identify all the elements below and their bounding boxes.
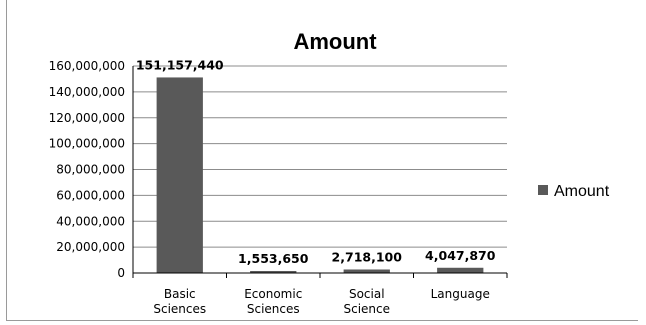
data-label: 151,157,440 <box>136 57 224 72</box>
bar <box>250 270 297 273</box>
y-tick-label: 140,000,000 <box>49 85 125 99</box>
category-label: Basic Sciences <box>153 287 206 316</box>
category-label: Language <box>431 287 490 301</box>
y-tick-label: 120,000,000 <box>49 111 125 125</box>
y-tick-label: 100,000,000 <box>49 137 125 151</box>
y-tick-label: 20,000,000 <box>56 240 125 254</box>
category-label: Social Science <box>343 287 390 316</box>
y-tick-label: 60,000,000 <box>56 188 125 202</box>
bar <box>156 77 203 273</box>
category-label: Economic Sciences <box>244 287 302 316</box>
bar <box>343 269 390 273</box>
bar <box>437 267 484 273</box>
data-label: 2,718,100 <box>332 249 403 264</box>
y-axis: 0 20,000,000 40,000,000 60,000,000 80,000,00… <box>49 59 134 280</box>
y-tick-label: 80,000,000 <box>56 163 125 177</box>
y-tick-label: 40,000,000 <box>56 214 125 228</box>
y-tick-label: 0 <box>117 266 125 280</box>
data-label: 4,047,870 <box>425 248 496 263</box>
y-tick-label: 160,000,000 <box>49 59 125 73</box>
legend-swatch <box>538 185 548 195</box>
chart-title: Amount <box>293 29 377 54</box>
legend: Amount <box>538 183 610 200</box>
data-label: 1,553,650 <box>238 251 309 266</box>
gridlines <box>133 65 507 248</box>
x-axis: Basic Sciences Economic Sciences Social Scien… <box>132 272 508 316</box>
legend-label: Amount <box>554 183 610 200</box>
data-labels: 151,157,440 1,553,650 2,718,100 4,047,870 <box>136 57 496 266</box>
bars <box>156 77 484 273</box>
chart-frame <box>6 0 638 321</box>
